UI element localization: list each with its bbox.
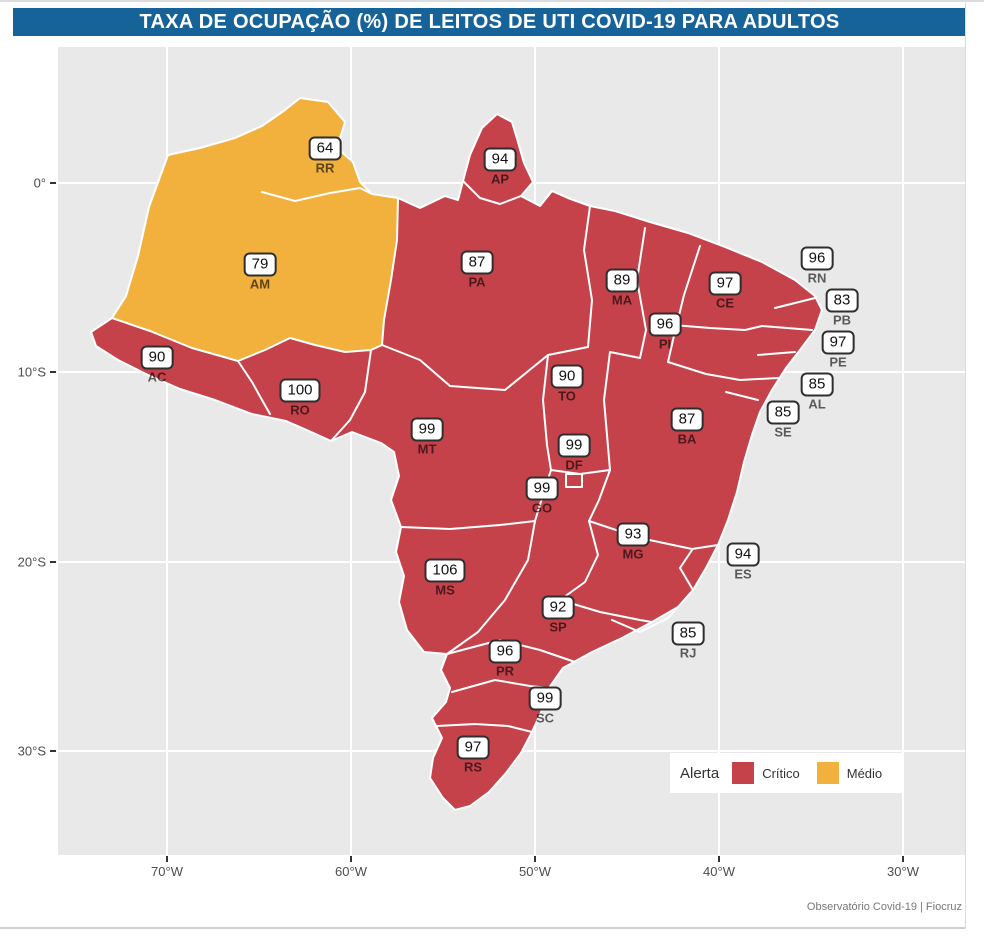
x-axis-tick-label: 30°W (887, 864, 919, 879)
x-axis-tick-label: 60°W (335, 864, 367, 879)
plot-area (58, 47, 965, 855)
legend-label-critico: Crítico (762, 765, 800, 781)
gridline-horizontal (58, 561, 965, 563)
gridline-vertical (350, 47, 352, 855)
frame-bottom-border (0, 927, 966, 929)
x-axis-tick-label: 40°W (703, 864, 735, 879)
x-axis-tick (902, 856, 904, 862)
y-axis-tick (50, 371, 56, 373)
x-axis-tick (534, 856, 536, 862)
page-title: TAXA DE OCUPAÇÃO (%) DE LEITOS DE UTI CO… (139, 10, 840, 33)
title-bar: TAXA DE OCUPAÇÃO (%) DE LEITOS DE UTI CO… (13, 8, 966, 36)
gridline-vertical (534, 47, 536, 855)
legend-label-medio: Médio (846, 765, 883, 781)
legend-title: Alerta (680, 764, 720, 782)
x-axis-tick (166, 856, 168, 862)
y-axis-tick (50, 182, 56, 184)
frame-right-border (965, 0, 966, 929)
x-axis-tick-label: 50°W (519, 864, 551, 879)
legend-swatch-medio (816, 762, 839, 784)
frame-top-border (0, 0, 984, 2)
gridline-vertical (902, 47, 904, 855)
y-axis-tick-label: 0° (33, 175, 46, 191)
attribution-text: Observatório Covid-19 | Fiocruz (806, 901, 962, 913)
gridline-horizontal (58, 371, 965, 373)
y-axis-tick (50, 561, 56, 563)
gridline-horizontal (58, 750, 965, 752)
gridline-vertical (718, 47, 720, 855)
legend: Alerta Crítico Médio (670, 753, 903, 793)
gridline-vertical (166, 47, 168, 855)
y-axis-tick-label: 20°S (17, 554, 46, 570)
y-axis-tick-label: 10°S (17, 364, 46, 380)
x-axis-tick (350, 856, 352, 862)
y-axis-tick (50, 750, 56, 752)
y-axis-tick-label: 30°S (17, 743, 46, 759)
x-axis-tick-label: 70°W (151, 864, 183, 879)
gridline-horizontal (58, 182, 965, 184)
x-axis-tick (718, 856, 720, 862)
legend-swatch-critico (732, 762, 755, 784)
